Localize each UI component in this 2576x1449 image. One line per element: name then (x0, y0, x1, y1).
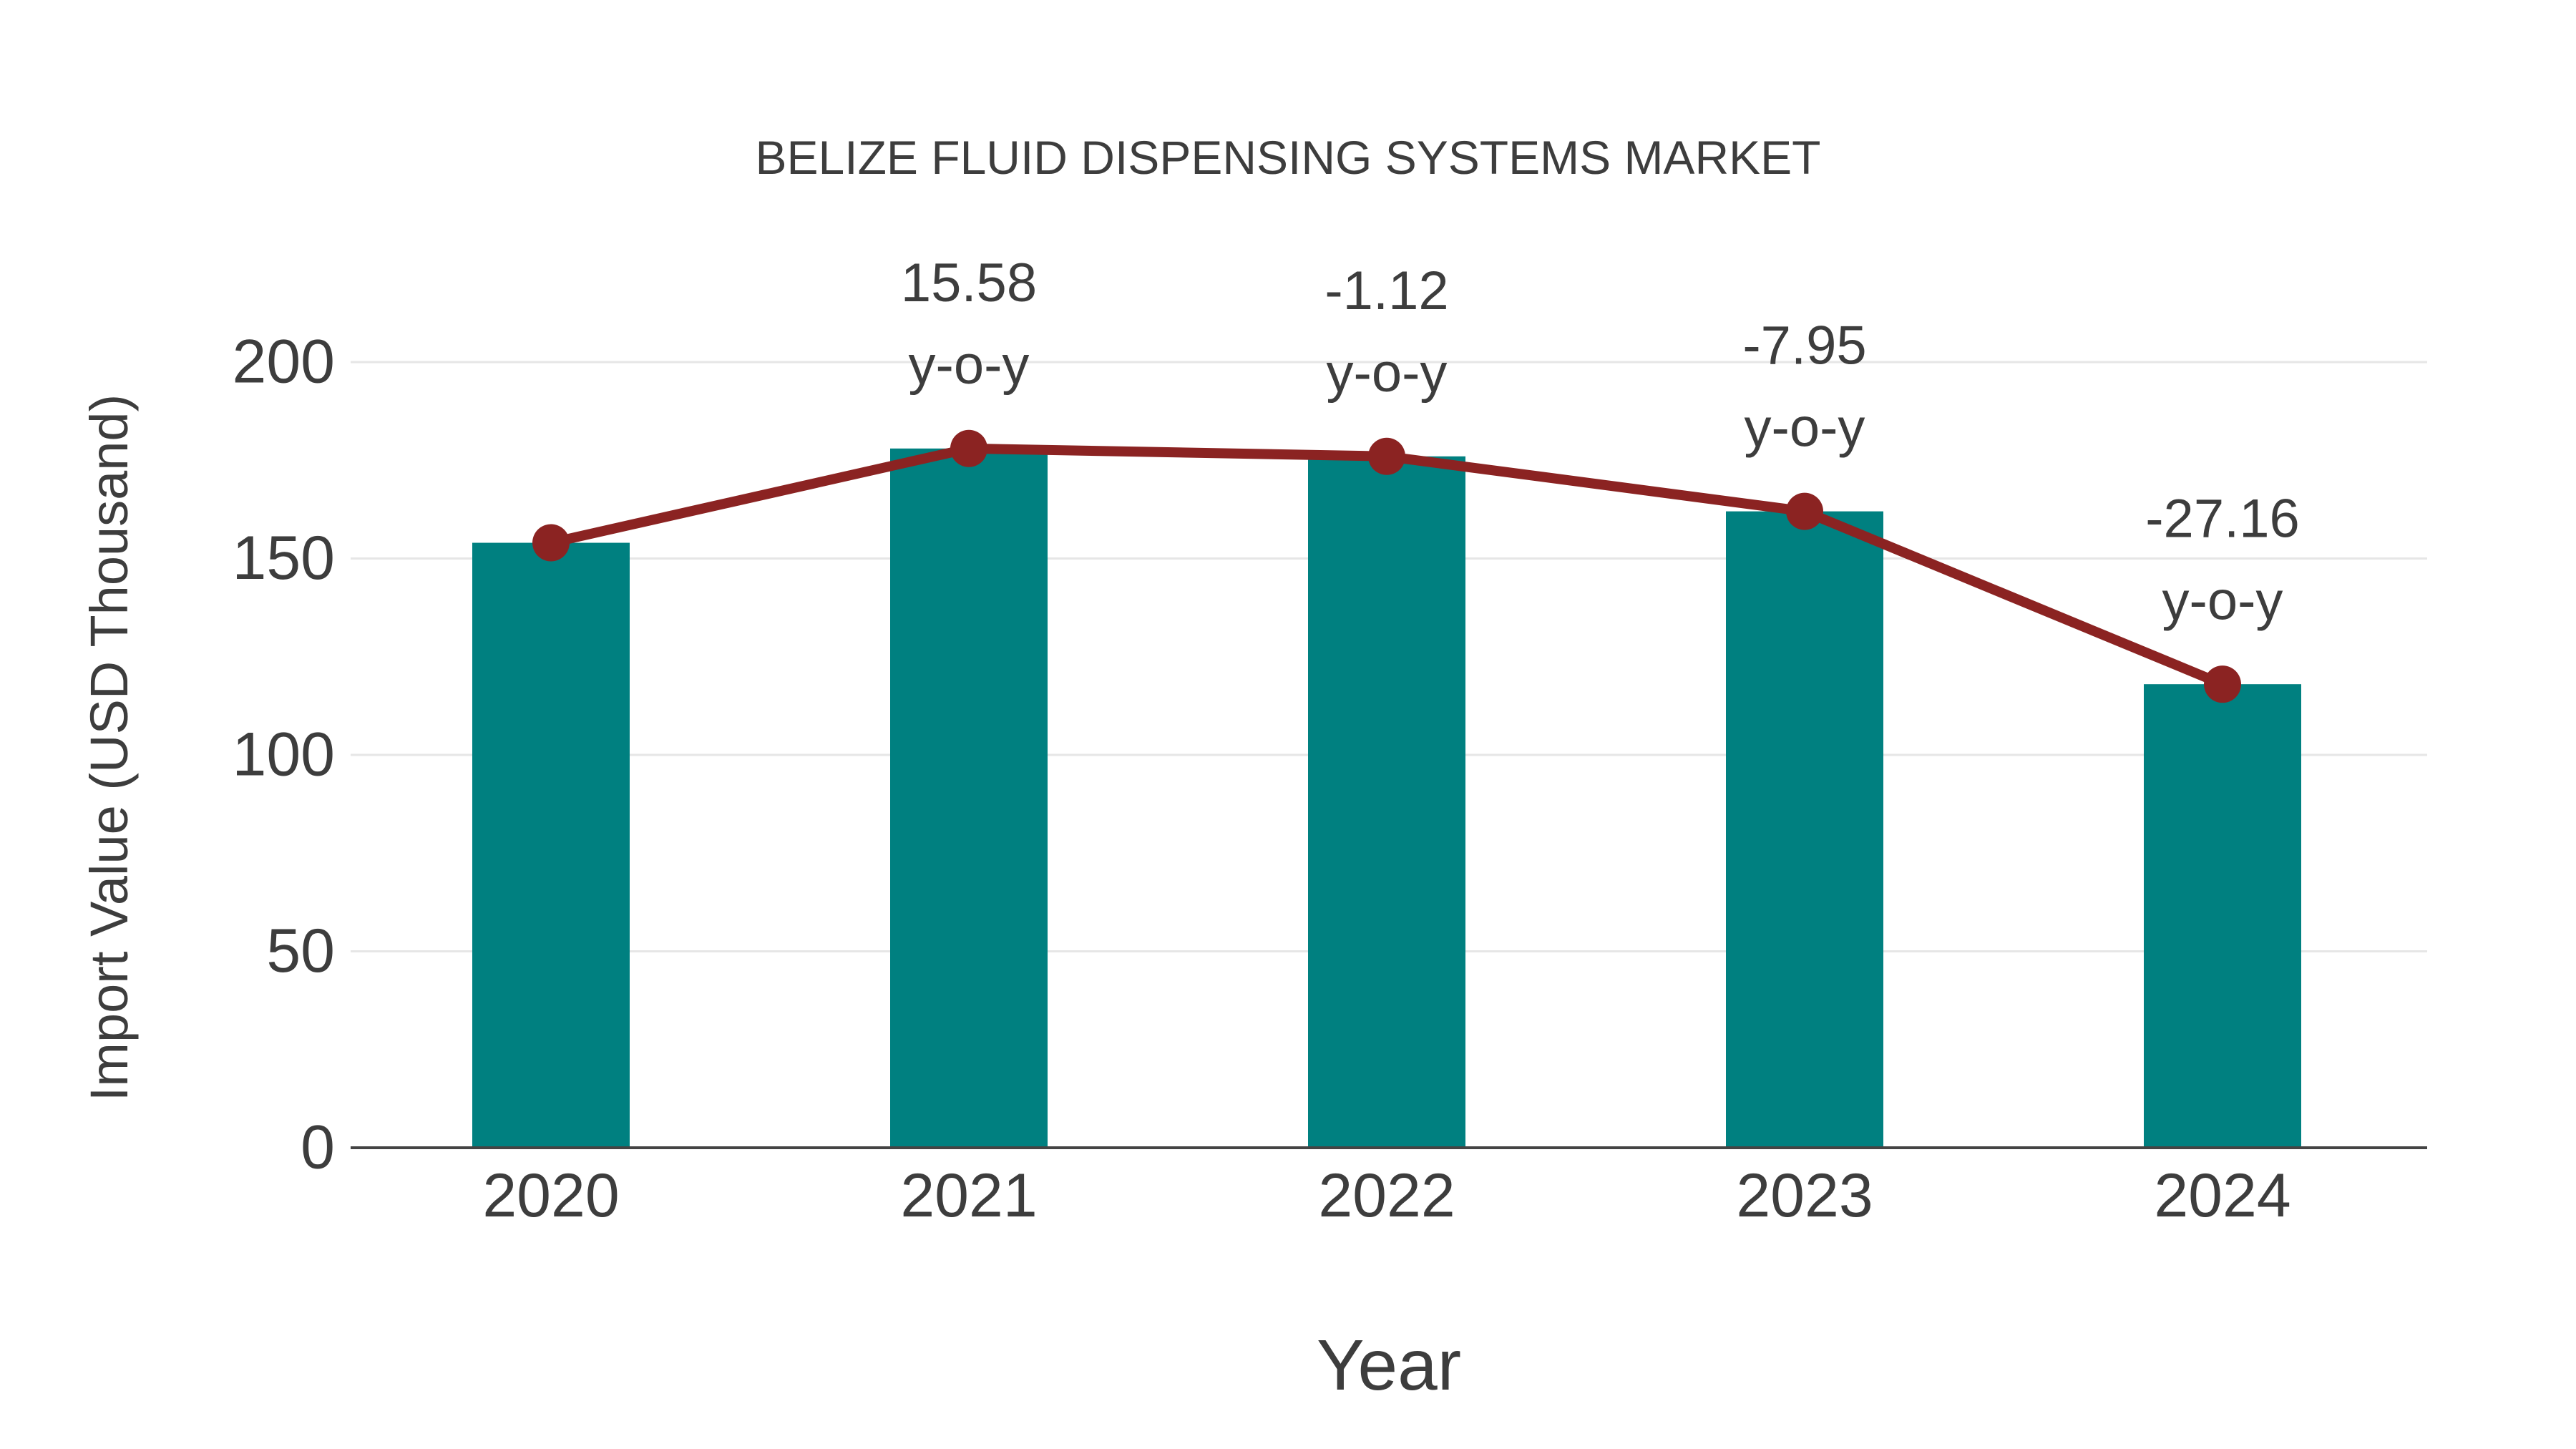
annotation-suffix-2021: y-o-y (909, 335, 1030, 396)
y-tick-label-150: 150 (233, 524, 336, 592)
y-tick-label-200: 200 (233, 327, 336, 396)
bar-2020 (472, 542, 630, 1148)
marker-2022 (1368, 437, 1405, 475)
annotation-value-2023: -7.95 (1742, 316, 1866, 376)
plot-area: 0 50 100 150 200 2020 2021 2022 2023 2024 15.58 y-o… (233, 253, 2427, 1230)
marker-2024 (2204, 665, 2241, 703)
annotation-value-2022: -1.12 (1324, 260, 1448, 321)
bar-2022 (1308, 456, 1465, 1148)
bar-2023 (1726, 511, 1883, 1148)
bar-2024 (2144, 684, 2301, 1148)
annotation-value-2024: -27.16 (2145, 488, 2300, 549)
chart-title: BELIZE FLUID DISPENSING SYSTEMS MARKET (756, 131, 1821, 184)
marker-2020 (532, 524, 570, 562)
x-tick-label-2022: 2022 (1318, 1161, 1455, 1230)
x-tick-label-2024: 2024 (2154, 1161, 2290, 1230)
marker-2021 (950, 429, 987, 467)
x-tick-label-2020: 2020 (482, 1161, 619, 1230)
y-tick-label-50: 50 (266, 917, 335, 985)
annotation-suffix-2023: y-o-y (1745, 398, 1865, 459)
marker-2023 (1786, 492, 1823, 530)
annotation-suffix-2024: y-o-y (2162, 570, 2283, 631)
x-axis-title: Year (1317, 1325, 1461, 1405)
annotation-suffix-2022: y-o-y (1327, 343, 1448, 404)
annotation-value-2021: 15.58 (901, 253, 1037, 313)
y-axis-title: Import Value (USD Thousand) (79, 394, 139, 1102)
y-tick-label-100: 100 (233, 720, 336, 789)
y-tick-label-0: 0 (301, 1113, 335, 1181)
bar-2021 (890, 448, 1048, 1148)
x-tick-label-2021: 2021 (900, 1161, 1037, 1230)
x-tick-label-2023: 2023 (1736, 1161, 1873, 1230)
